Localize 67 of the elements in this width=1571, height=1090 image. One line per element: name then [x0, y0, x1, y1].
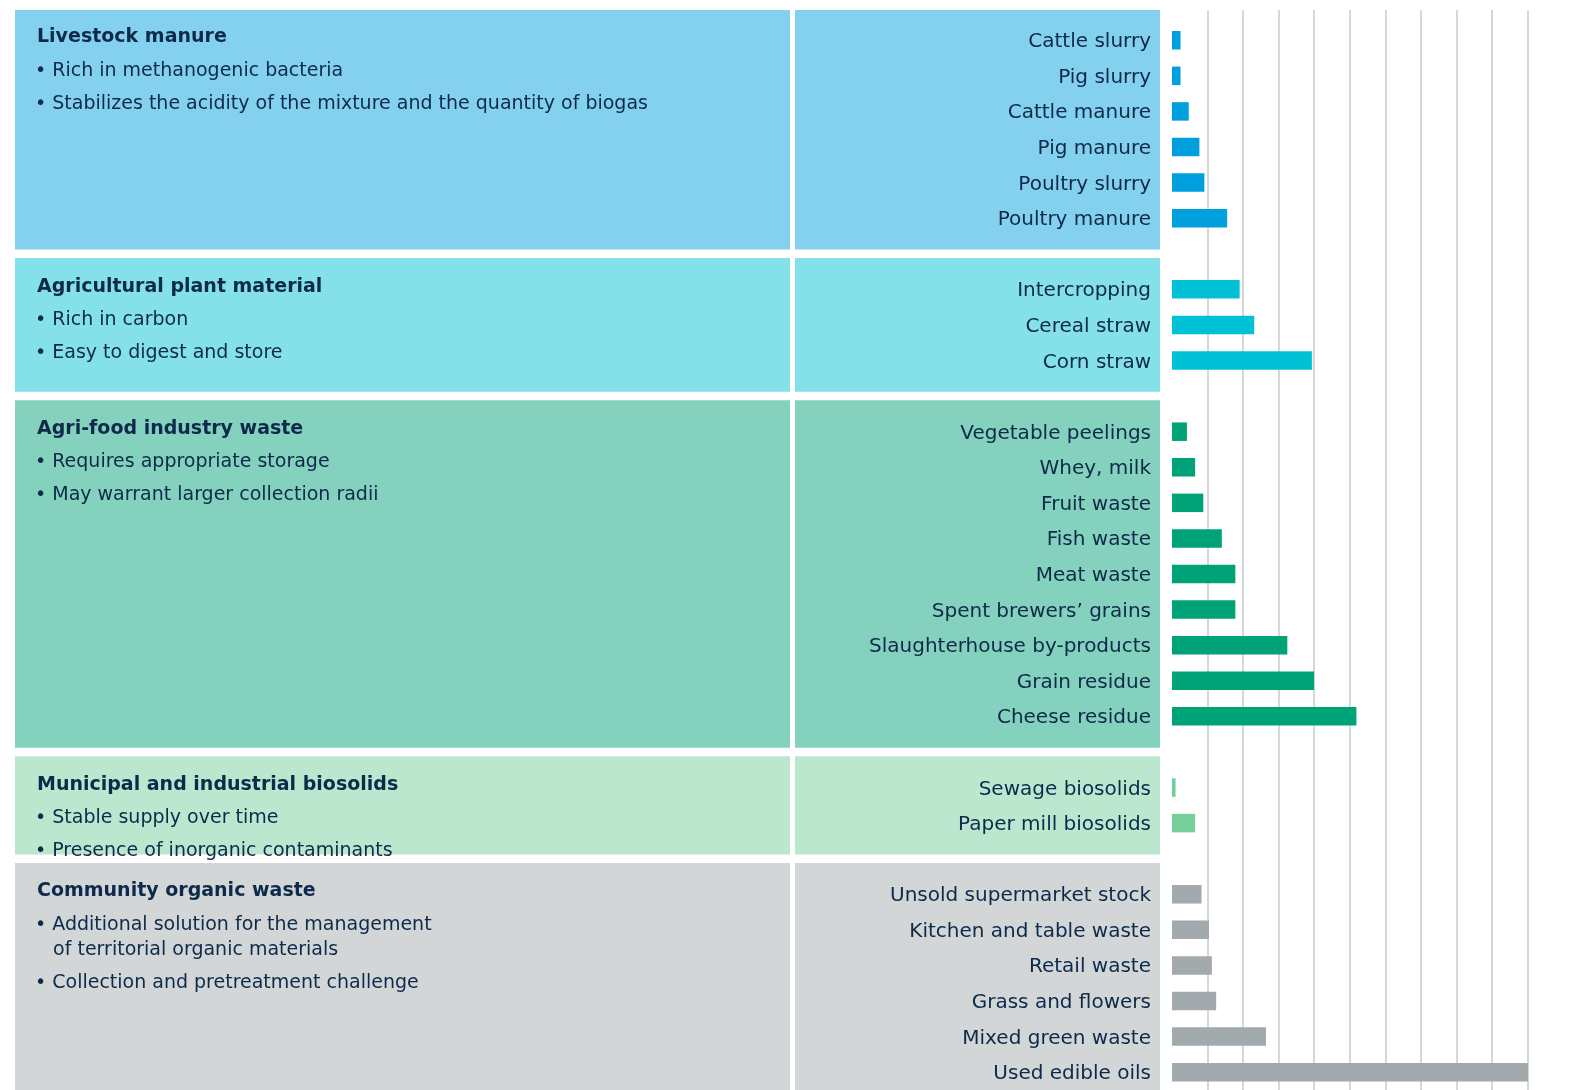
y-tick-label: Paper mill biosolids	[958, 811, 1151, 836]
bar	[1172, 208, 1228, 228]
text: • Rich in methanogenic bacteria	[35, 58, 344, 80]
y-tick-label: Poultry slurry	[1018, 170, 1152, 195]
y-tick-label: Vegetable peelings	[960, 419, 1151, 444]
y-tick-label: Mixed green waste	[962, 1024, 1151, 1049]
text: • Additional solution for the management of territorial organic materials	[35, 912, 432, 959]
bar	[1172, 529, 1222, 548]
text: • Stabilizes the acidity of the mixture and the quantity of biogas	[35, 91, 648, 113]
y-tick-label: Unsold supermarket stock	[890, 882, 1152, 907]
text: • Stable supply over time	[35, 805, 279, 827]
text: Municipal and industrial biosolids	[37, 772, 399, 794]
text: Community organic waste	[37, 878, 316, 900]
text: • Presence of inorganic contaminants	[35, 838, 393, 860]
y-tick-label: Corn straw	[1042, 348, 1151, 373]
y-tick-label: Spent brewers’ grains	[931, 597, 1151, 622]
bar	[1172, 991, 1217, 1011]
y-tick-label: Pig manure	[1037, 135, 1151, 159]
bar	[1172, 778, 1176, 797]
text: • Easy to digest and store	[35, 340, 283, 362]
y-tick-label: Fruit waste	[1041, 490, 1151, 515]
y-tick-label: Sewage biosolids	[978, 775, 1151, 800]
bar	[1172, 493, 1204, 513]
bar	[1172, 422, 1187, 441]
y-tick-label: Fish waste	[1046, 526, 1151, 551]
y-tick-label: Intercropping	[1017, 277, 1151, 302]
bar	[1172, 564, 1236, 584]
y-tick-label: Poultry manure	[997, 206, 1151, 231]
text: • Collection and pretreatment challenge	[35, 970, 419, 992]
bar	[1172, 635, 1288, 655]
bar	[1172, 280, 1240, 299]
text: Agri-food industry waste	[37, 416, 304, 438]
y-tick-label: Used edible oils	[993, 1060, 1151, 1085]
bar	[1172, 1062, 1528, 1082]
y-tick-label: Cheese residue	[996, 704, 1151, 729]
bar	[1172, 707, 1357, 726]
text: Agricultural plant material	[37, 274, 323, 296]
bar	[1172, 173, 1205, 192]
y-tick-label: Pig slurry	[1058, 63, 1152, 88]
text: • May warrant larger collection radii	[35, 482, 379, 504]
text: Livestock manure	[37, 24, 227, 46]
y-tick-label: Cattle slurry	[1028, 28, 1152, 53]
bar	[1172, 351, 1312, 370]
bar	[1172, 315, 1255, 335]
y-tick-label: Retail waste	[1028, 953, 1151, 978]
y-tick-label: Meat waste	[1035, 562, 1151, 587]
bar	[1172, 102, 1189, 121]
y-tick-label: Grain residue	[1016, 668, 1151, 693]
bar	[1172, 813, 1196, 833]
bar	[1172, 1027, 1266, 1046]
y-tick-label: Whey, milk	[1039, 455, 1152, 480]
bar	[1172, 956, 1212, 975]
bar	[1172, 920, 1210, 940]
text: • Rich in carbon	[35, 307, 189, 329]
y-tick-label: Grass and flowers	[971, 989, 1151, 1014]
bar	[1172, 671, 1315, 691]
bar	[1172, 600, 1236, 619]
bar	[1172, 31, 1181, 50]
bar	[1172, 137, 1200, 157]
bar	[1172, 66, 1181, 86]
y-tick-label: Slaughterhouse by-products	[869, 633, 1151, 658]
y-tick-label: Cattle manure	[1007, 99, 1151, 124]
bar	[1172, 458, 1196, 477]
bar	[1172, 885, 1202, 904]
y-tick-label: Cereal straw	[1025, 312, 1151, 337]
y-tick-label: Kitchen and table waste	[909, 917, 1151, 942]
text: • Requires appropriate storage	[35, 449, 330, 471]
